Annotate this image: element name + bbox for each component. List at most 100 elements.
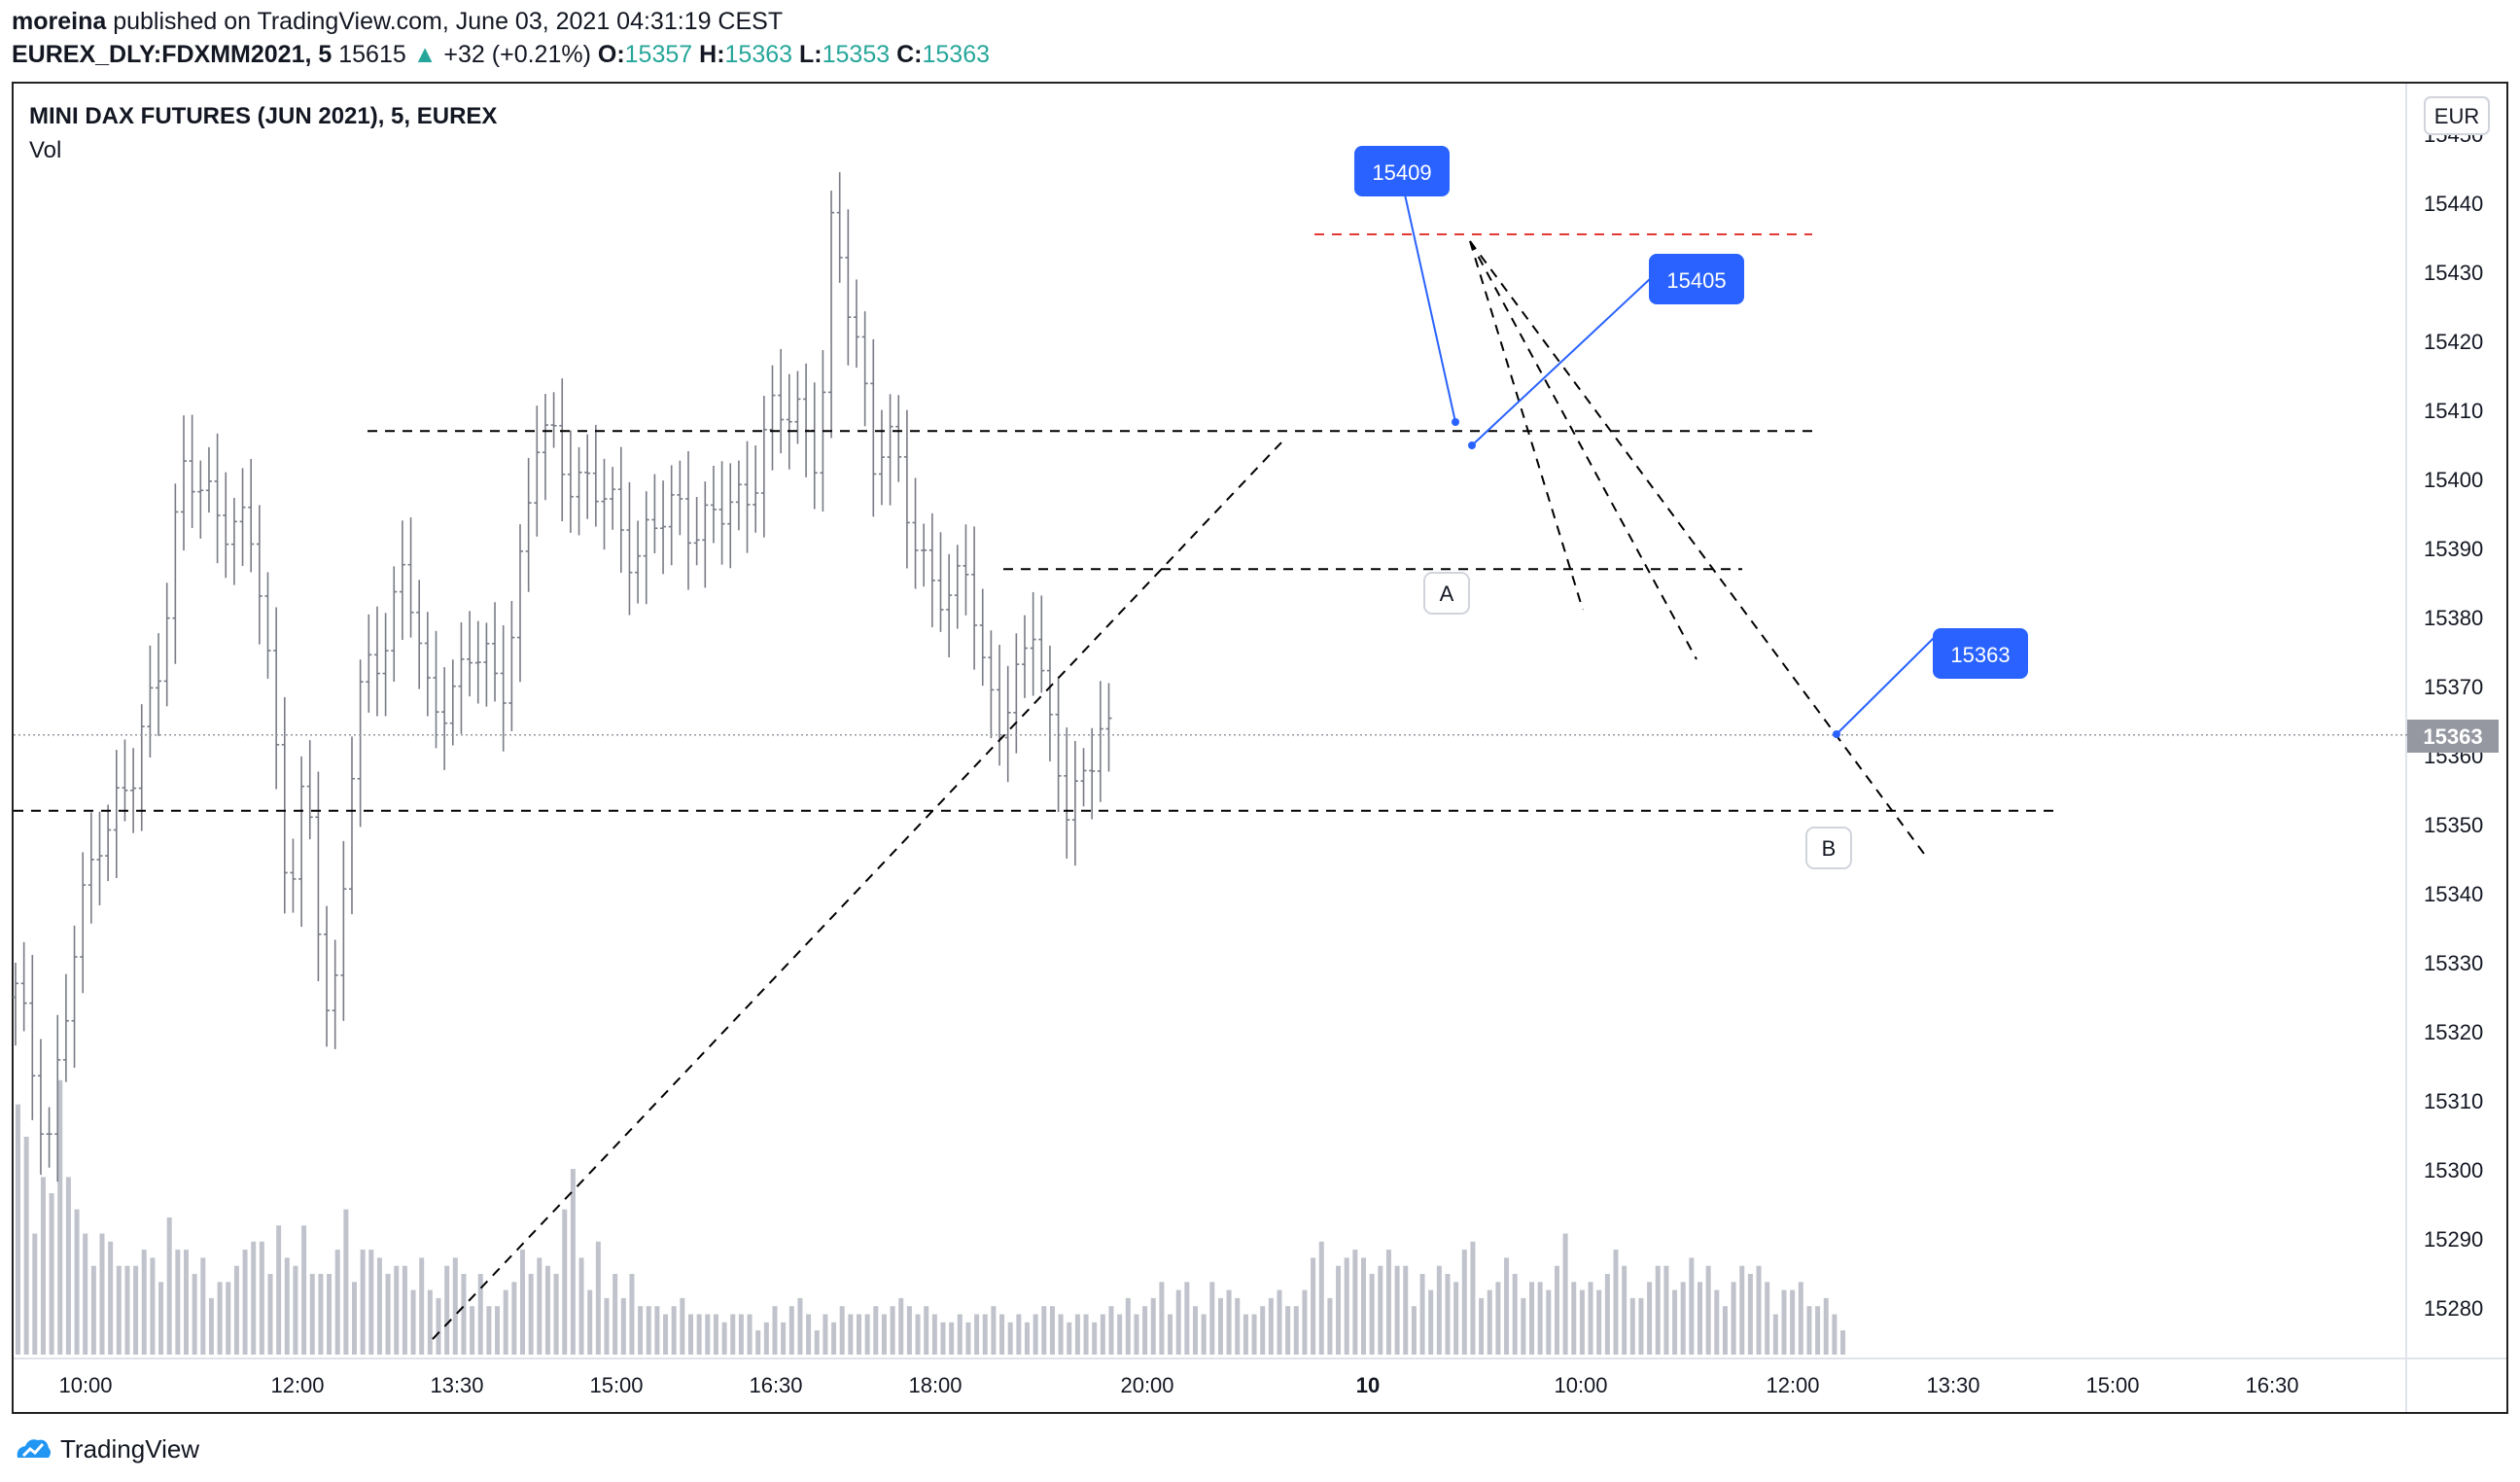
time-axis[interactable]: 10:00 12:00 13:30 15:00 16:30 18:00 20:00 10 10:… [58, 1373, 2298, 1397]
volume-bar [226, 1282, 231, 1355]
callout-pointer-line [1471, 277, 1652, 446]
volume-bar [184, 1250, 189, 1355]
tradingview-logo-icon[interactable] [14, 1434, 52, 1464]
volume-bar [368, 1250, 374, 1355]
callout-pointer-line [1836, 634, 1938, 735]
volume-bar [1638, 1297, 1644, 1355]
volume-bar [444, 1265, 450, 1355]
volume-bar [1025, 1322, 1030, 1355]
price-tick-label: 15440 [2424, 192, 2483, 216]
volume-bar [242, 1250, 248, 1355]
low-value: 15353 [822, 41, 891, 68]
volume-bar [1479, 1297, 1485, 1355]
volume-bar [1756, 1265, 1762, 1355]
chart-frame [12, 82, 2508, 1414]
volume-bar [57, 1079, 63, 1355]
volume-bar [1705, 1265, 1711, 1355]
volume-bar [1049, 1306, 1055, 1355]
volume-bar [1596, 1289, 1602, 1355]
volume-bar [1487, 1289, 1492, 1355]
volume-bar [1840, 1330, 1846, 1355]
volume-bar [1385, 1250, 1391, 1355]
volume-bar [1277, 1289, 1282, 1355]
volume-bar [309, 1274, 315, 1355]
volume-bar [781, 1322, 787, 1355]
price-tick-label: 15340 [2424, 882, 2483, 906]
volume-bar [1260, 1306, 1266, 1355]
callout-15363[interactable]: 15363 [1833, 628, 2028, 738]
volume-bar [1419, 1274, 1425, 1355]
volume-bar [1327, 1297, 1333, 1355]
fan-line-3[interactable] [1469, 240, 1928, 859]
fan-line-1[interactable] [1469, 240, 1584, 611]
volume-bar [1521, 1297, 1526, 1355]
price-tick-label: 15420 [2424, 330, 2483, 354]
callout-15405[interactable]: 15405 [1468, 254, 1744, 449]
volume-bar [436, 1297, 441, 1355]
fan-line-2[interactable] [1469, 240, 1698, 660]
volume-bar [301, 1225, 307, 1355]
callout-15409[interactable]: 15409 [1354, 146, 1459, 426]
drawings-layer [432, 240, 1928, 1340]
price-change: +32 (+0.21%) [443, 41, 591, 68]
volume-bar [1832, 1314, 1838, 1355]
volume-bar [671, 1306, 677, 1355]
volume-bar [1184, 1282, 1190, 1355]
volume-bar [1731, 1282, 1736, 1355]
volume-bar [1344, 1257, 1349, 1355]
point-label-b[interactable]: B [1805, 827, 1852, 869]
volume-bar [1772, 1314, 1778, 1355]
volume-bar [965, 1322, 971, 1355]
volume-bar [1629, 1297, 1635, 1355]
volume-bar [90, 1265, 96, 1355]
volume-bar [713, 1314, 718, 1355]
time-tick-label: 10:00 [1554, 1373, 1607, 1397]
volume-bar [217, 1282, 223, 1355]
volume-bar [419, 1257, 425, 1355]
volume-bar [470, 1306, 475, 1355]
callout-text: 15363 [1950, 643, 2010, 667]
time-tick-label: 15:00 [589, 1373, 643, 1397]
volume-bar [1698, 1282, 1702, 1355]
volume-bar [1378, 1265, 1383, 1355]
point-label-a[interactable]: A [1423, 572, 1470, 615]
volume-bar [1209, 1282, 1215, 1355]
volume-bar [1823, 1297, 1829, 1355]
point-label-text: A [1440, 582, 1454, 606]
volume-bar [654, 1306, 660, 1355]
horizontal-lines [14, 232, 2407, 812]
time-tick-label: 18:00 [908, 1373, 962, 1397]
volume-bar [595, 1241, 601, 1355]
volume-bar [1512, 1274, 1518, 1355]
volume-bar [680, 1297, 685, 1355]
volume-bar [755, 1330, 761, 1355]
price-axis[interactable]: 15280 15290 15300 15310 15320 15330 15340 15350… [2424, 123, 2483, 1321]
volume-bar [376, 1257, 382, 1355]
currency-badge-box [2424, 96, 2490, 135]
volume-bar [839, 1306, 845, 1355]
volume-bar [1604, 1274, 1610, 1355]
volume-bar [974, 1314, 980, 1355]
volume-bar [797, 1297, 803, 1355]
volume-bar [1336, 1265, 1342, 1355]
author-name[interactable]: moreina [12, 8, 107, 35]
volume-bar [495, 1306, 501, 1355]
volume-bar [848, 1314, 854, 1355]
volume-bar [1092, 1322, 1098, 1355]
volume-bar [99, 1233, 105, 1355]
uptrend-line[interactable] [432, 441, 1282, 1340]
volume-bar [427, 1289, 433, 1355]
price-series [13, 172, 1112, 1182]
currency-badge[interactable]: EUR [2424, 96, 2490, 135]
volume-bar [251, 1241, 257, 1355]
symbol-name: EUREX_DLY:FDXMM2021, 5 [12, 41, 332, 68]
volume-bar [141, 1250, 147, 1355]
volume-bar [175, 1250, 181, 1355]
volume-bar [1285, 1306, 1291, 1355]
volume-bar [1159, 1282, 1165, 1355]
volume-bar [570, 1169, 576, 1355]
volume-bar [1311, 1257, 1316, 1355]
volume-bar [806, 1314, 812, 1355]
tradingview-brand[interactable]: TradingView [60, 1433, 200, 1464]
